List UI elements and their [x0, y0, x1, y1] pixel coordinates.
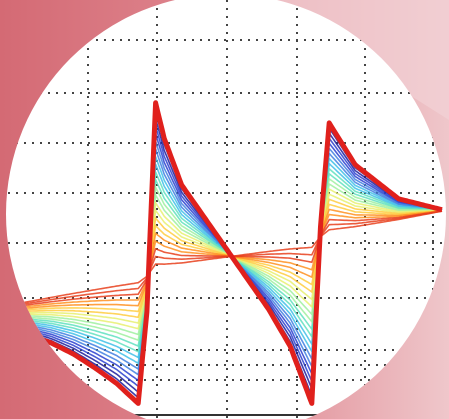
envelope-series [7, 100, 443, 406]
curve-21 [7, 210, 443, 307]
